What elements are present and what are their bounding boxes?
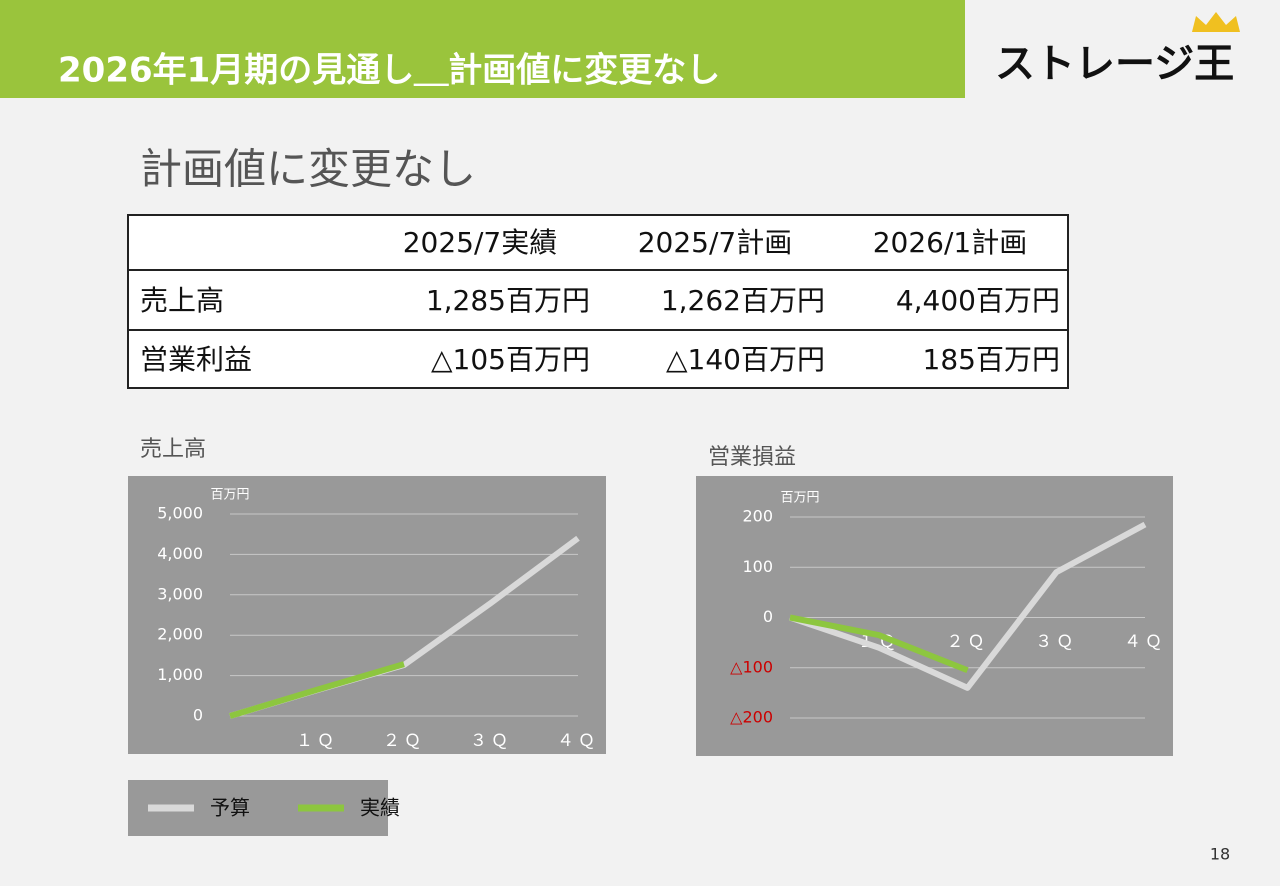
y-tick-label: 1,000	[157, 665, 203, 684]
plot-area	[696, 476, 1173, 756]
y-tick-label: 5,000	[157, 504, 203, 523]
row-label: 営業利益	[140, 343, 252, 376]
unit-label: 百万円	[210, 488, 249, 503]
subtitle: 計画値に変更なし	[140, 145, 476, 194]
y-tick-label: 4,000	[157, 544, 203, 563]
y-tick-label: 3,000	[157, 584, 203, 603]
plot-area	[128, 476, 606, 754]
x-tick-label: ３Ｑ	[470, 731, 512, 751]
legend-label: 予算	[210, 796, 250, 820]
column-header: 2025/7計画	[638, 226, 793, 259]
header-title: 2026年1月期の見通し＿計画値に変更なし	[58, 51, 720, 91]
column-header: 2026/1計画	[873, 226, 1028, 259]
logo: ストレージ王	[995, 41, 1234, 87]
logo-crown	[1192, 12, 1240, 32]
table-cell: △140百万円	[666, 343, 825, 376]
x-tick-label: １Ｑ	[296, 731, 338, 751]
y-tick-label: △100	[730, 657, 773, 676]
y-tick-label: 0	[763, 607, 773, 626]
y-tick-label: 200	[742, 507, 773, 526]
y-tick-label: 0	[193, 706, 203, 725]
series-line	[789, 521, 1147, 691]
y-tick-label: 2,000	[157, 625, 203, 644]
table-frame	[127, 214, 1069, 389]
page-number: 18	[1210, 845, 1230, 864]
table-cell: △105百万円	[431, 343, 590, 376]
series-line	[789, 614, 969, 674]
unit-label: 百万円	[780, 491, 819, 506]
header-bar	[0, 0, 965, 98]
y-tick-label: △200	[730, 708, 773, 727]
y-tick-label: 100	[742, 557, 773, 576]
table-cell: 1,285百万円	[426, 284, 590, 317]
x-tick-label: ３Ｑ	[1035, 632, 1077, 652]
series-line	[229, 661, 405, 719]
legend-label: 実績	[360, 796, 400, 820]
x-tick-label: ４Ｑ	[1124, 632, 1166, 652]
legend: 予算 実績	[148, 796, 400, 820]
table-cell: 1,262百万円	[661, 284, 825, 317]
x-tick-label: ２Ｑ	[947, 632, 989, 652]
chart-title: 売上高	[140, 437, 206, 462]
table-cell: 185百万円	[923, 343, 1060, 376]
x-tick-label: ４Ｑ	[557, 731, 599, 751]
row-label: 売上高	[140, 284, 224, 317]
table-cell: 4,400百万円	[896, 284, 1060, 317]
column-header: 2025/7実績	[403, 226, 558, 259]
x-tick-label: ２Ｑ	[383, 731, 425, 751]
chart-title: 営業損益	[708, 445, 796, 470]
